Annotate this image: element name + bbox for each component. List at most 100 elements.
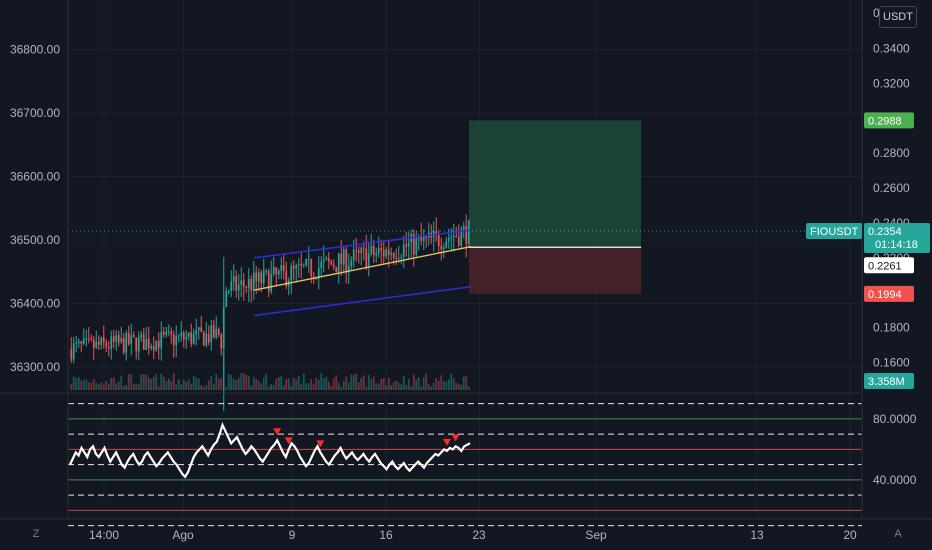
volume-bar [157,386,160,390]
volume-bar [175,384,178,390]
candle-body [365,248,368,268]
candle-body [230,281,233,291]
stop-zone [469,247,641,294]
candle-body [312,276,315,278]
candle-body [247,278,250,289]
volume-bar [127,374,130,390]
candle-body [202,331,205,346]
currency-badge[interactable]: USDT [879,6,917,28]
volume-bar [467,386,470,390]
candle-body [317,268,320,279]
candle-body [72,343,75,360]
candle-body [382,249,385,257]
volume-bar [347,382,350,390]
volume-bar [307,383,310,390]
candle-body [182,332,185,340]
volume-bar [140,374,143,390]
right-tick-label: 0.3200 [873,76,910,90]
volume-bar [415,379,418,390]
rsi-marker [284,437,293,445]
volume-bar [137,383,140,390]
candle-body [462,226,465,230]
left-tick-label: 36800.00 [10,43,60,57]
candle-body [95,341,98,349]
volume-bar [422,377,425,390]
candle-body [407,242,410,247]
candle-body [385,249,388,257]
candle-body [85,338,88,340]
volume-bar [342,381,345,390]
volume-bar [190,383,193,390]
volume-bar [115,383,118,390]
candle-body [280,265,283,271]
volume-bar [112,377,115,390]
candle-body [177,335,180,337]
timezone-button[interactable]: Z [32,528,40,540]
rsi-line [69,421,471,479]
candle-body [332,264,335,268]
symbol-tag: FIOUSDT [810,226,859,238]
candle-body [117,335,120,343]
candle-body [97,341,100,345]
candle-body [322,259,325,262]
candle-body [147,338,150,349]
volume-bar [315,378,318,390]
volume-bar [367,375,370,390]
candle-body [342,249,345,265]
candle-body [185,336,188,340]
candle-body [212,325,215,338]
candle-body [167,331,170,333]
candle-body [82,338,85,344]
candle-body [412,233,415,255]
volume-bar [337,382,340,390]
countdown-tag: 01:14:18 [875,239,918,251]
volume-bar [370,379,373,390]
x-tick-label: Ago [172,528,194,542]
volume-bar [235,380,238,390]
candle-body [200,327,203,332]
candle-body [270,273,273,292]
volume-bar [257,380,260,390]
candle-body [192,333,195,344]
candle-body [307,258,310,260]
volume-bar [217,378,220,390]
candle-body [232,276,235,282]
candle-body [157,340,160,349]
candle-body [125,333,128,353]
candle-body [155,340,158,351]
volume-bar [105,381,108,390]
candle-body [352,249,355,261]
candle-body [417,236,420,239]
auto-scale-button[interactable]: A [894,528,902,540]
volume-bar [335,375,338,390]
volume-bar [445,381,448,390]
candle-body [277,270,280,275]
volume-bar [267,386,270,390]
left-tick-label: 36500.00 [10,233,60,247]
volume-bar [275,378,278,390]
volume-bar [272,385,275,390]
volume-bar [100,382,103,390]
volume-bar [430,386,433,390]
candle-body [217,328,220,335]
volume-bar [250,385,253,390]
candle-body [442,247,445,250]
volume-bar [207,380,210,390]
candle-body [330,261,333,265]
volume-bars [70,350,470,390]
volume-bar [447,379,450,390]
volume-bar [402,376,405,390]
volume-bar [75,378,78,390]
candle-body [285,270,288,287]
candle-body [360,248,363,254]
volume-bar [122,385,125,390]
volume-bar [437,380,440,390]
candle-body [245,286,248,289]
volume-bar [90,382,93,390]
volume-bar [155,374,158,390]
volume-bar [442,381,445,390]
volume-bar [247,375,250,390]
candle-body [112,336,115,342]
